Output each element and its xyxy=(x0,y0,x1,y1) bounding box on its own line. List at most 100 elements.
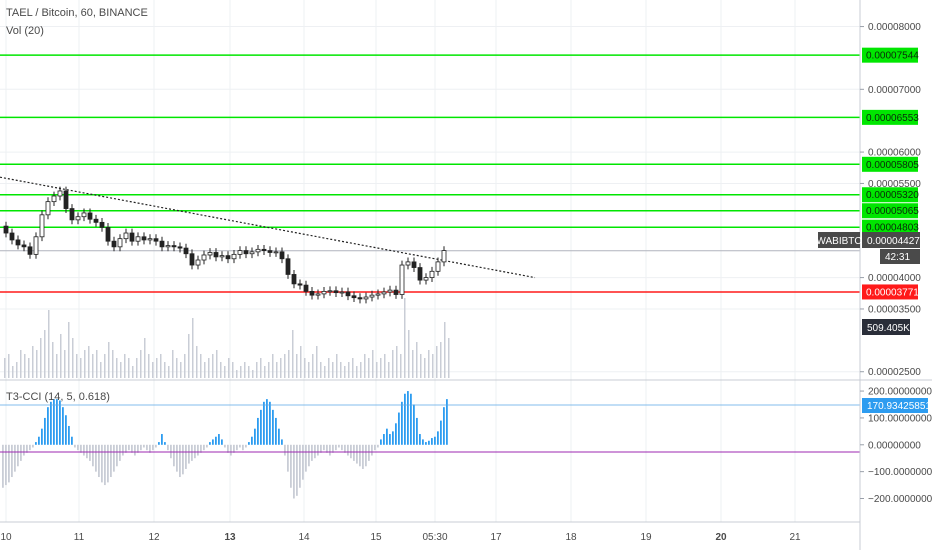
cci-bar xyxy=(176,444,178,472)
volume-bar xyxy=(448,338,450,378)
cci-bar xyxy=(242,444,244,451)
volume-bar xyxy=(180,362,182,378)
cci-bar xyxy=(80,444,82,453)
volume-bar xyxy=(88,346,90,378)
cci-bar xyxy=(209,442,211,445)
cci-bar xyxy=(149,444,151,453)
x-tick-label: 10 xyxy=(0,532,12,543)
candle xyxy=(225,251,231,264)
cci-bar xyxy=(59,400,61,445)
cci-bar xyxy=(41,428,43,445)
cci-bar xyxy=(326,444,328,453)
x-tick-label: 21 xyxy=(789,532,801,543)
volume-bar xyxy=(212,354,214,378)
chart-title[interactable]: TAEL / Bitcoin, 60, BINANCE xyxy=(6,7,148,19)
candle xyxy=(285,254,291,279)
cci-bar xyxy=(224,444,226,448)
x-tick-label: 11 xyxy=(74,532,85,543)
candle xyxy=(15,235,21,250)
volume-bar xyxy=(24,354,26,378)
cci-bar xyxy=(446,399,448,445)
candle xyxy=(243,246,249,259)
y-tick-label: 0.00002500 xyxy=(868,367,921,378)
level-tag: 0.00005805 xyxy=(866,160,919,171)
volume-bar xyxy=(80,358,82,378)
cci-bar xyxy=(407,391,409,445)
candle xyxy=(195,255,201,270)
time-axis[interactable]: 10 11 12 13 14 15 05:30 17 18 19 20 21 xyxy=(0,532,801,543)
cci-bar xyxy=(5,444,7,486)
volume-bar xyxy=(412,350,414,378)
candle xyxy=(417,263,423,285)
cci-bar xyxy=(440,420,442,445)
cci-bar xyxy=(77,444,79,451)
cci-bar xyxy=(278,428,280,445)
volume-bar xyxy=(48,310,50,378)
volume-bar xyxy=(228,358,230,378)
candle xyxy=(51,191,57,207)
volume-bar xyxy=(340,362,342,378)
volume-bar xyxy=(396,346,398,378)
level-tag-bg xyxy=(862,284,918,300)
candle xyxy=(189,249,195,270)
candle xyxy=(69,204,75,225)
candle xyxy=(345,287,351,301)
candle xyxy=(291,270,297,289)
volume-bar xyxy=(192,318,194,378)
volume-bar xyxy=(204,362,206,378)
cci-bar xyxy=(221,439,223,445)
level-tag-bg xyxy=(862,109,918,125)
candle xyxy=(441,246,447,267)
cci-bar xyxy=(245,444,247,448)
x-tick-label: 13 xyxy=(224,532,236,543)
cci-bar xyxy=(92,444,94,467)
cci-bar xyxy=(74,444,76,448)
candle xyxy=(333,286,339,298)
cci-label[interactable]: T3-CCI (14, 5, 0.618) xyxy=(6,391,110,403)
candle xyxy=(165,241,171,252)
cci-bar xyxy=(113,444,115,472)
volume-bar xyxy=(108,342,110,378)
volume-bar xyxy=(432,354,434,378)
cci-bar xyxy=(275,417,277,445)
volume-bar xyxy=(160,354,162,378)
candle xyxy=(213,248,219,262)
cci-bar xyxy=(11,444,13,478)
cci-bar xyxy=(161,434,163,445)
volume-label[interactable]: Vol (20) xyxy=(6,25,44,37)
candle xyxy=(45,197,51,220)
candle xyxy=(249,247,255,259)
cci-bar xyxy=(65,415,67,445)
volume-bar xyxy=(392,350,394,378)
volume-bar xyxy=(176,358,178,378)
cci-bar xyxy=(62,407,64,445)
cci-axis[interactable]: 200.00000000 100.00000000 0.00000000 −100.0… xyxy=(860,387,932,505)
volume-bar xyxy=(308,362,310,378)
volume-bar xyxy=(272,354,274,378)
cci-bar xyxy=(413,404,415,445)
volume-bar xyxy=(232,362,234,378)
cci-bar xyxy=(239,444,241,448)
cci-bar xyxy=(26,444,28,453)
x-tick-label: 05:30 xyxy=(422,532,447,543)
cci-bar xyxy=(341,444,343,451)
volume-bar xyxy=(336,354,338,378)
cci-bar xyxy=(404,393,406,445)
volume-bar xyxy=(4,358,6,378)
cci-bar xyxy=(323,444,325,451)
cci-bar xyxy=(167,444,169,451)
cci-bar xyxy=(392,431,394,445)
cci-bar xyxy=(47,407,49,445)
candle xyxy=(33,232,39,259)
cci-bar xyxy=(359,444,361,467)
level-tag: 0.00007544 xyxy=(866,51,919,62)
x-tick-label: 18 xyxy=(565,532,577,543)
volume-bar xyxy=(440,342,442,378)
candle xyxy=(279,247,285,264)
volume-bar xyxy=(264,366,266,378)
volume-bar xyxy=(436,346,438,378)
volume-bar xyxy=(84,350,86,378)
cci-bar xyxy=(68,425,70,445)
cci-bar xyxy=(101,444,103,483)
price-axis[interactable]: 0.00008000 0.00007000 0.00006000 0.00005500… xyxy=(860,22,921,378)
